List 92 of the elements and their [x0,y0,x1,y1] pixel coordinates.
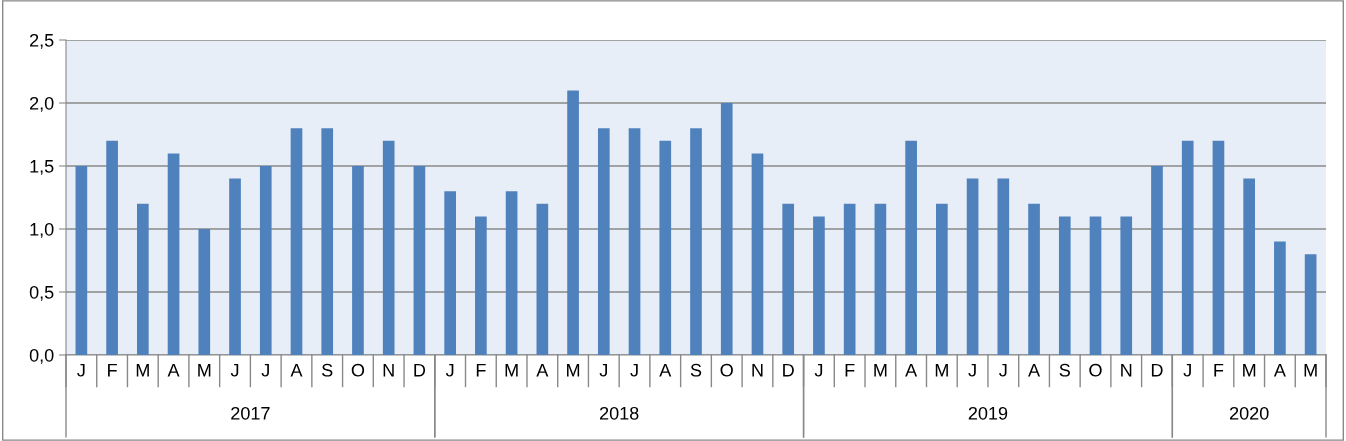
x-tick-label: O [1089,363,1102,377]
bar [1304,254,1317,355]
x-tick-label: S [322,363,333,377]
x-tick-label: M [1304,364,1317,377]
text: 2017 [231,406,270,420]
bar [1120,216,1133,355]
x-tick-label: S [690,363,702,377]
bar [720,103,733,355]
bar [628,128,641,355]
x-tick-label: M [874,364,887,377]
bar [690,128,702,355]
x-tick-label: S [1059,363,1070,377]
bar [505,191,518,355]
bar [782,203,795,355]
x-tick-label: F [108,364,117,377]
x-tick-label: M [567,364,580,377]
bar [321,128,334,355]
bar [966,178,979,355]
bar [843,203,856,355]
x-tick-label: J [445,364,454,377]
x-tick-label: A [167,364,180,377]
x-tick-label: M [136,364,149,377]
bar [936,203,948,355]
x-tick-label: D [1151,364,1163,377]
x-tick-label: J [999,364,1007,377]
y-tick-label: 0,5 [29,285,54,301]
x-tick-label: N [752,364,763,377]
x-tick-label: J [261,364,269,377]
bar [413,166,426,355]
x-tick-label: D [783,364,794,377]
bar [997,178,1010,355]
bar [659,140,672,355]
x-tick-label: M [935,364,948,377]
bar [567,90,579,355]
bar [382,140,395,355]
bar [1089,216,1102,355]
y-tick-label: 0,0 [29,348,54,364]
bar [229,178,241,355]
bar [475,216,487,355]
x-tick-label: F [476,364,486,377]
bar [1181,140,1194,355]
x-tick-label: D [414,364,426,377]
text: 2020 [1230,406,1269,420]
bar [352,166,364,355]
bar [1058,216,1071,355]
x-tick-label: O [720,363,733,377]
bar [198,229,211,355]
x-tick-label: N [1121,364,1132,377]
y-tick-label: 1,0 [30,222,54,238]
bar [1028,203,1040,355]
x-tick-label: A [905,364,918,377]
bar [167,153,180,355]
text: 2019 [968,406,1008,420]
bar [536,203,549,355]
x-tick-label: F [1214,364,1224,377]
x-tick-label: A [290,364,303,377]
x-tick-label: A [659,364,672,377]
bar [1151,166,1163,355]
bar [1243,178,1256,355]
bar [106,140,118,355]
y-tick-label: 1,5 [30,160,54,175]
x-tick-label: M [1243,364,1256,377]
bar [136,203,149,355]
x-tick-label: M [198,364,211,377]
x-tick-label: J [968,364,976,377]
x-tick-label: J [630,364,638,377]
bar [259,166,272,355]
bar [1212,140,1225,355]
bar [751,153,764,355]
x-tick-label: F [845,364,855,377]
x-tick-label: J [77,364,85,377]
y-tick-label: 2,5 [30,33,54,49]
x-tick-label: J [814,364,823,377]
text: 2018 [600,406,639,420]
x-tick-label: A [1273,364,1286,377]
bar [444,191,456,355]
bar [874,203,887,355]
bar [813,216,825,355]
bar [1274,241,1286,355]
x-tick-label: N [383,364,394,377]
bar [290,128,303,355]
bar [75,166,88,355]
x-tick-label: A [536,364,549,377]
x-tick-label: M [505,364,518,377]
x-tick-label: J [599,364,607,377]
x-tick-label: A [1028,364,1041,377]
x-tick-label: J [230,364,239,377]
x-tick-label: O [351,363,365,377]
y-tick-label: 2,0 [30,96,54,112]
bar [597,128,610,355]
bar [905,140,917,355]
x-tick-label: J [1183,364,1191,377]
